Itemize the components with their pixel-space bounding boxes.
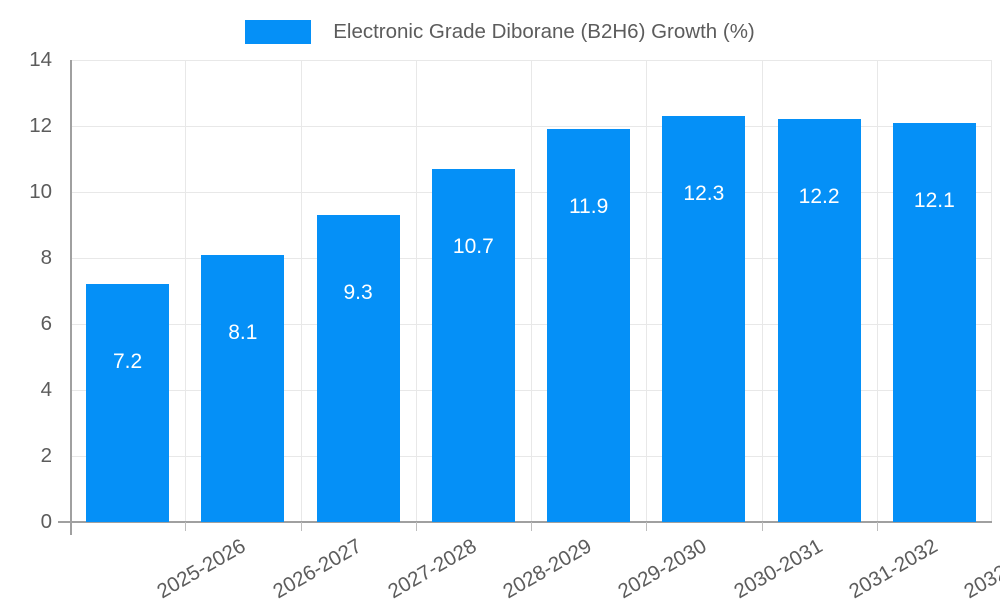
y-axis-tick-label: 4 [40, 378, 52, 401]
gridline-vertical [301, 60, 302, 522]
bar-group: 12.1 [892, 60, 976, 522]
gridline-vertical [531, 60, 532, 522]
x-axis-tick-mark [301, 522, 302, 531]
x-axis-tick-label: 2032-2033 [960, 534, 1000, 603]
bar-group: 10.7 [431, 60, 515, 522]
x-axis-line [58, 521, 992, 523]
bar-group: 12.2 [777, 60, 861, 522]
bar[interactable] [892, 122, 976, 522]
bars-layer: 7.2 8.1 9.3 10.7 11.9 12.3 12.2 12.1 [70, 60, 992, 522]
x-axis-tick-label: 2026-2027 [268, 534, 366, 603]
bar-group: 11.9 [547, 60, 631, 522]
bar-group: 9.3 [316, 60, 400, 522]
gridline-vertical [762, 60, 763, 522]
x-axis-tick-mark [877, 522, 878, 531]
gridline-vertical [877, 60, 878, 522]
gridline-vertical [646, 60, 647, 522]
legend-label: Electronic Grade Diborane (B2H6) Growth … [333, 19, 755, 43]
bar-group: 12.3 [662, 60, 746, 522]
x-axis-tick-label: 2028-2029 [499, 534, 596, 603]
y-axis-tick-label: 2 [40, 444, 52, 467]
x-axis-tick-mark [646, 522, 647, 531]
bar[interactable] [86, 284, 170, 522]
x-axis-tick-label: 2030-2031 [729, 534, 827, 603]
x-axis-tick-mark [531, 522, 532, 531]
bar[interactable] [201, 254, 285, 522]
bar[interactable] [777, 119, 861, 522]
legend-color-swatch-icon [245, 20, 312, 44]
y-axis-tick-label: 6 [40, 312, 52, 335]
bar-group: 7.2 [86, 60, 170, 522]
gridline-vertical [185, 60, 186, 522]
y-axis-tick-label: 14 [29, 48, 52, 71]
x-axis-tick-label: 2025-2026 [153, 534, 250, 603]
plot-right-edge [991, 60, 992, 522]
bar[interactable] [431, 168, 515, 522]
y-axis-tick-label: 8 [40, 246, 52, 269]
gridline-vertical [416, 60, 417, 522]
x-axis-tick-label: 2031-2032 [845, 534, 942, 603]
y-axis-line [70, 60, 72, 535]
legend-item-series-0[interactable]: Electronic Grade Diborane (B2H6) Growth … [245, 20, 755, 44]
bar-group: 8.1 [201, 60, 285, 522]
bar[interactable] [316, 215, 400, 522]
x-axis-tick-label: 2027-2028 [384, 534, 481, 603]
y-axis-tick-labels: 0 2 4 6 8 10 12 14 [0, 0, 52, 600]
bar[interactable] [662, 116, 746, 522]
chart-legend: Electronic Grade Diborane (B2H6) Growth … [0, 14, 1000, 50]
x-axis-tick-mark [416, 522, 417, 531]
y-axis-tick-label: 0 [40, 510, 52, 533]
x-axis-tick-mark [185, 522, 186, 531]
bar[interactable] [547, 129, 631, 522]
y-axis-tick-label: 12 [29, 114, 52, 137]
y-axis-tick-label: 10 [29, 180, 52, 203]
x-axis-tick-label: 2029-2030 [614, 534, 711, 603]
x-axis-tick-labels: 2025-2026 2026-2027 2027-2028 2028-2029 2029… [70, 522, 1000, 603]
x-axis-tick-mark [762, 522, 763, 531]
